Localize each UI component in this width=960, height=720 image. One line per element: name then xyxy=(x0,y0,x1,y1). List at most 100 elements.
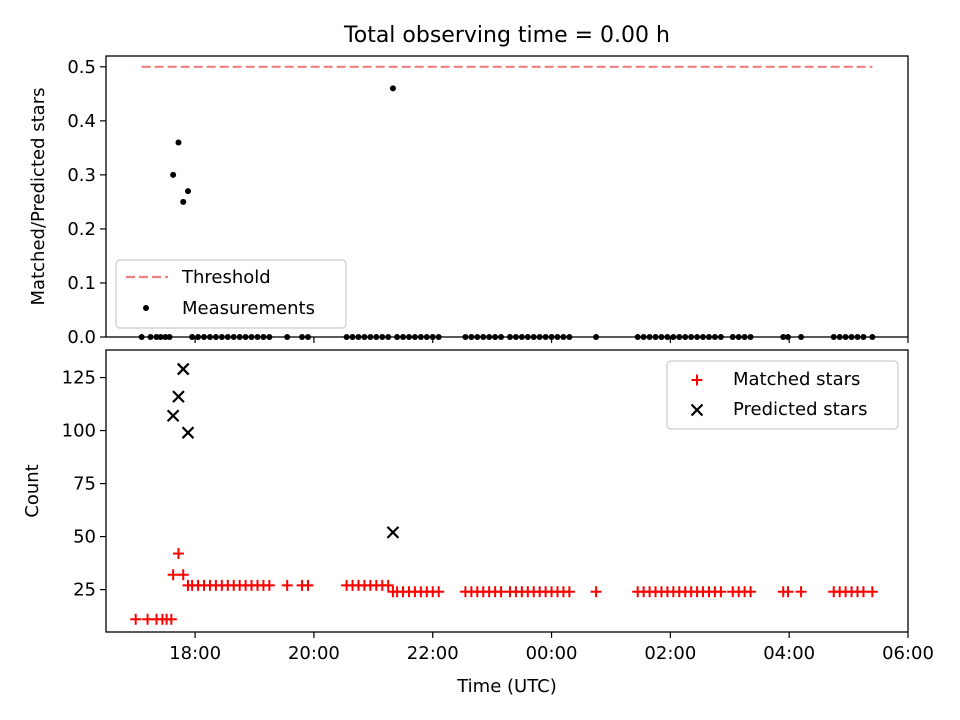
measurement-point xyxy=(284,334,291,340)
measurement-point xyxy=(560,334,567,340)
measurement-point xyxy=(343,334,350,340)
chart-title: Total observing time = 0.00 h xyxy=(343,23,670,48)
y-tick-label: 0.2 xyxy=(67,219,96,240)
measurement-point xyxy=(400,334,407,340)
measurement-point xyxy=(355,334,362,340)
measurement-point xyxy=(711,334,718,340)
measurement-point xyxy=(389,85,396,92)
measurement-point xyxy=(860,334,867,340)
matched-star-point xyxy=(263,579,275,591)
measurement-point xyxy=(138,334,145,340)
measurement-point xyxy=(349,334,356,340)
measurement-point xyxy=(854,334,861,340)
measurement-point xyxy=(524,334,531,340)
measurement-point xyxy=(254,334,261,340)
measurement-point xyxy=(836,334,843,340)
measurement-point xyxy=(242,334,249,340)
matched-star-point xyxy=(165,613,177,625)
y-tick-label: 25 xyxy=(73,580,96,601)
measurement-point xyxy=(705,334,712,340)
measurement-point xyxy=(518,334,525,340)
measurement-point xyxy=(640,334,647,340)
measurement-point xyxy=(848,334,855,340)
measurement-point xyxy=(162,334,169,340)
measurement-point xyxy=(682,334,689,340)
predicted-star-point xyxy=(172,390,185,403)
measurement-point xyxy=(429,334,436,340)
measurement-point xyxy=(385,334,392,340)
measurement-point xyxy=(361,334,368,340)
x-stroke-b xyxy=(166,409,180,423)
x-tick-label: 06:00 xyxy=(882,643,934,664)
measurement-point xyxy=(266,334,273,340)
matched-star-point xyxy=(130,613,142,625)
x-axis-label: Time (UTC) xyxy=(456,676,557,697)
y-tick-label: 0.5 xyxy=(67,57,96,78)
measurement-point xyxy=(658,334,665,340)
top-subplot: 0.0 0.1 0.2 0.3 0.4 0.5 Matched/Predicted star… xyxy=(28,55,909,348)
x-tick-label: 22:00 xyxy=(407,643,459,664)
measurement-point xyxy=(688,334,695,340)
y-tick-label: 125 xyxy=(62,368,96,389)
measurement-point xyxy=(157,334,164,340)
measurement-point xyxy=(195,334,202,340)
measurement-point xyxy=(634,334,641,340)
measurement-point xyxy=(492,334,499,340)
measurement-point xyxy=(212,334,219,340)
measurement-point xyxy=(166,334,173,340)
measurement-point xyxy=(230,334,237,340)
matched-star-point xyxy=(167,569,179,581)
measurement-point xyxy=(830,334,837,340)
measurement-point xyxy=(260,334,267,340)
measurement-point xyxy=(735,334,742,340)
matched-star-point xyxy=(715,586,727,598)
measurement-point xyxy=(218,334,225,340)
matched-star-point xyxy=(177,569,189,581)
x-stroke-b xyxy=(386,526,400,539)
measurement-point xyxy=(729,334,736,340)
matched-star-point xyxy=(563,586,575,598)
measurement-point xyxy=(670,334,677,340)
legend-box xyxy=(666,360,899,430)
legend-threshold-label: Threshold xyxy=(181,267,271,288)
y-tick-label: 0.0 xyxy=(67,327,96,348)
legend-matched-label: Matched stars xyxy=(733,369,860,390)
measurement-point xyxy=(566,334,573,340)
legend-matched-swatch xyxy=(691,374,703,386)
measurement-point xyxy=(842,334,849,340)
measurement-point xyxy=(180,198,187,205)
measurement-point xyxy=(175,139,182,146)
measurement-point xyxy=(411,334,418,340)
matched-star-point xyxy=(382,579,394,591)
measurement-point xyxy=(664,334,671,340)
legend-predicted-label: Predicted stars xyxy=(733,399,867,420)
predicted-star-point xyxy=(166,409,180,423)
measurement-point xyxy=(147,334,154,340)
y-tick-label: 100 xyxy=(62,421,96,442)
measurement-point xyxy=(536,334,543,340)
measurement-point xyxy=(498,334,505,340)
x-tick-label: 04:00 xyxy=(763,643,815,664)
y-tick-label: 50 xyxy=(73,527,96,548)
measurement-point xyxy=(700,334,707,340)
measurement-point xyxy=(224,334,231,340)
y-axis-label: Matched/Predicted stars xyxy=(28,88,49,306)
measurement-point xyxy=(646,334,653,340)
x-stroke-b xyxy=(172,390,185,403)
legend-predicted-swatch xyxy=(690,403,704,417)
measurement-point xyxy=(201,334,208,340)
measurement-point xyxy=(542,334,549,340)
measurement-point xyxy=(554,334,561,340)
measurement-point xyxy=(153,334,160,340)
matched-star-point xyxy=(281,579,293,591)
x-stroke-b xyxy=(181,426,195,439)
x-tick-label: 18:00 xyxy=(169,643,221,664)
matched-star-point xyxy=(866,586,878,598)
measurement-point xyxy=(423,334,430,340)
measurement-point xyxy=(747,334,754,340)
measurement-point xyxy=(474,334,481,340)
measurement-point xyxy=(468,334,475,340)
measurement-point xyxy=(184,188,191,195)
x-tick-label: 02:00 xyxy=(644,643,696,664)
